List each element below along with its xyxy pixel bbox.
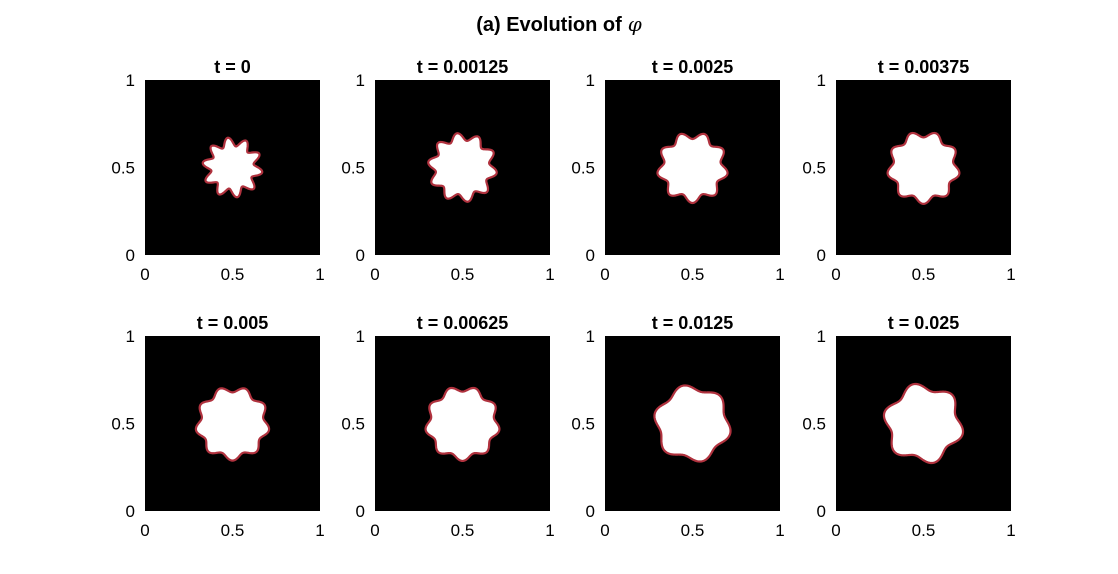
x-tick-label: 1	[545, 265, 554, 284]
interface-contour	[882, 382, 965, 465]
x-tick-label: 0.5	[912, 521, 936, 540]
y-tick-label: 0	[586, 502, 595, 521]
subplot-title: t = 0.00125	[417, 57, 509, 77]
subplot-7: t = 0.0125 0 0.5 1 0 0.5 1	[571, 313, 784, 540]
subplot-title: t = 0.00375	[878, 57, 970, 77]
x-tick-label: 0.5	[221, 265, 245, 284]
subplot-title: t = 0	[214, 57, 251, 77]
y-tick-label: 0	[817, 502, 826, 521]
y-tick-label: 0.5	[571, 159, 595, 178]
x-tick-label: 1	[315, 521, 324, 540]
subplot-1: t = 0 0 0.5 1 0 0.5 1	[111, 57, 324, 284]
x-tick-label: 1	[1006, 521, 1015, 540]
y-tick-label: 1	[356, 327, 365, 346]
y-tick-label: 1	[817, 71, 826, 90]
x-tick-label: 0.5	[681, 265, 705, 284]
x-tick-label: 0	[140, 265, 149, 284]
interface-contour	[201, 136, 264, 199]
x-tick-label: 0	[600, 265, 609, 284]
x-tick-label: 1	[775, 521, 784, 540]
subplot-5: t = 0.005 0 0.5 1 0 0.5 1	[111, 313, 324, 540]
y-tick-label: 0	[356, 502, 365, 521]
x-tick-label: 1	[545, 521, 554, 540]
x-tick-label: 0	[140, 521, 149, 540]
figure-title-prefix: (a) Evolution of	[476, 14, 622, 36]
figure-title: (a) Evolution of φ	[476, 12, 642, 36]
x-tick-label: 0	[370, 521, 379, 540]
y-tick-label: 0.5	[802, 415, 826, 434]
y-tick-label: 0.5	[802, 159, 826, 178]
interface-contour	[886, 131, 961, 205]
y-tick-label: 0	[817, 246, 826, 265]
subplot-title: t = 0.00625	[417, 313, 509, 333]
x-tick-label: 0.5	[451, 265, 475, 284]
subplot-title: t = 0.0125	[652, 313, 734, 333]
y-tick-label: 0.5	[571, 415, 595, 434]
y-tick-label: 1	[126, 71, 135, 90]
subplot-2: t = 0.00125 0 0.5 1 0 0.5 1	[341, 57, 554, 284]
x-tick-label: 1	[315, 265, 324, 284]
subplot-3: t = 0.0025 0 0.5 1 0 0.5 1	[571, 57, 784, 284]
interface-contour	[424, 386, 501, 463]
y-tick-label: 1	[586, 327, 595, 346]
x-tick-label: 0	[831, 265, 840, 284]
interface-contour	[194, 387, 271, 462]
x-tick-label: 0.5	[681, 521, 705, 540]
subplot-4: t = 0.00375 0 0.5 1 0 0.5 1	[802, 57, 1015, 284]
subplot-6: t = 0.00625 0 0.5 1 0 0.5 1	[341, 313, 554, 540]
x-tick-label: 0	[600, 521, 609, 540]
x-tick-label: 0.5	[451, 521, 475, 540]
figure-title-symbol: φ	[628, 12, 642, 36]
x-tick-label: 1	[1006, 265, 1015, 284]
y-tick-label: 0	[126, 246, 135, 265]
y-tick-label: 0.5	[341, 415, 365, 434]
x-tick-label: 1	[775, 265, 784, 284]
x-tick-label: 0	[370, 265, 379, 284]
y-tick-label: 0	[126, 502, 135, 521]
y-tick-label: 0	[356, 246, 365, 265]
y-tick-label: 0	[586, 246, 595, 265]
interface-contour	[427, 132, 498, 203]
x-tick-label: 0.5	[912, 265, 936, 284]
x-tick-label: 0.5	[221, 521, 245, 540]
interface-contour	[656, 132, 729, 205]
subplot-8: t = 0.025 0 0.5 1 0 0.5 1	[802, 313, 1015, 540]
x-tick-label: 0	[831, 521, 840, 540]
interface-contour	[653, 384, 732, 463]
y-tick-label: 1	[126, 327, 135, 346]
y-tick-label: 0.5	[111, 159, 135, 178]
subplot-title: t = 0.025	[888, 313, 960, 333]
y-tick-label: 0.5	[341, 159, 365, 178]
y-tick-label: 0.5	[111, 415, 135, 434]
y-tick-label: 1	[817, 327, 826, 346]
subplot-title: t = 0.0025	[652, 57, 734, 77]
y-tick-label: 1	[586, 71, 595, 90]
y-tick-label: 1	[356, 71, 365, 90]
subplot-title: t = 0.005	[197, 313, 269, 333]
